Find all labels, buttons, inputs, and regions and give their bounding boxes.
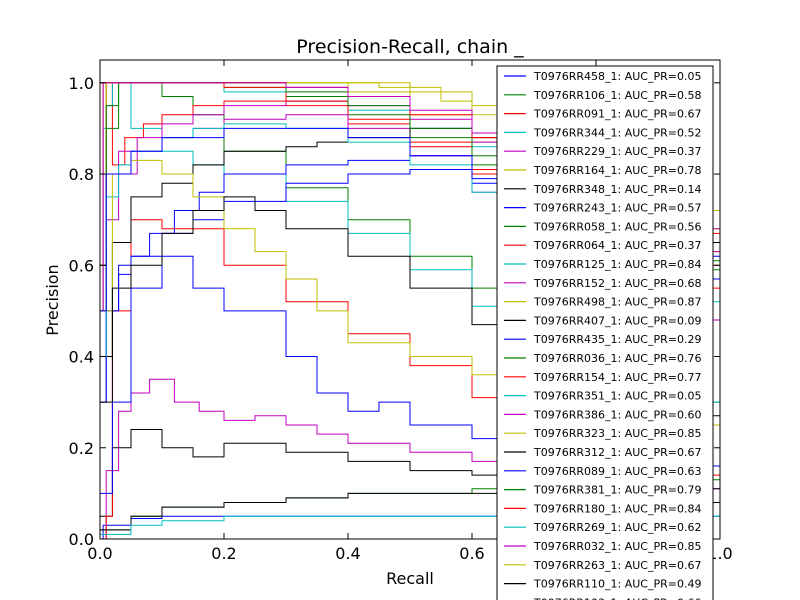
legend-entry: T0976RR152_1: AUC_PR=0.68 [533,277,701,290]
legend: T0976RR458_1: AUC_PR=0.05 T0976RR106_1: A… [496,65,714,600]
legend-entry: T0976RR312_1: AUC_PR=0.67 [533,446,701,459]
x-tick-label: 0.0 [87,544,112,563]
legend-frame [496,65,714,600]
legend-entry: T0976RR091_1: AUC_PR=0.67 [533,108,701,121]
legend-entry: T0976RR344_1: AUC_PR=0.52 [533,126,701,139]
legend-entry: T0976RR089_1: AUC_PR=0.63 [533,465,701,478]
legend-entry: T0976RR229_1: AUC_PR=0.37 [533,145,701,158]
legend-entry: T0976RR269_1: AUC_PR=0.62 [533,521,701,534]
legend-entry: T0976RR154_1: AUC_PR=0.77 [533,371,701,384]
legend-entry: T0976RR407_1: AUC_PR=0.09 [533,314,701,327]
legend-entry: T0976RR103_1: AUC_PR=0.66 [533,596,701,600]
legend-entry: T0976RR032_1: AUC_PR=0.85 [533,540,701,553]
chart-title: Precision-Recall, chain _ [296,36,524,58]
y-tick-label: 0.8 [69,165,94,184]
legend-entry: T0976RR164_1: AUC_PR=0.78 [533,164,701,177]
legend-entry: T0976RR263_1: AUC_PR=0.67 [533,559,701,572]
x-tick-label: 0.4 [335,544,360,563]
legend-entry: T0976RR458_1: AUC_PR=0.05 [533,70,701,83]
x-axis-label: Recall [386,569,434,588]
legend-entry: T0976RR435_1: AUC_PR=0.29 [533,333,701,346]
legend-items: T0976RR458_1: AUC_PR=0.05 T0976RR106_1: A… [504,70,701,600]
x-tick-label: 0.2 [211,544,236,563]
plot-frame [99,59,721,540]
y-tick-label: 0.6 [69,256,94,275]
legend-entry: T0976RR323_1: AUC_PR=0.85 [533,427,701,440]
x-tick-label: 0.6 [459,544,484,563]
y-tick-label: 0.0 [69,530,94,549]
legend-entry: T0976RR180_1: AUC_PR=0.84 [533,502,701,515]
legend-entry: T0976RR243_1: AUC_PR=0.57 [533,202,701,215]
legend-entry: T0976RR386_1: AUC_PR=0.60 [533,408,701,421]
legend-entry: T0976RR106_1: AUC_PR=0.58 [533,89,701,102]
legend-entry: T0976RR498_1: AUC_PR=0.87 [533,296,701,309]
y-axis-ticks: 0.0 0.2 0.4 0.6 0.8 1.0 [69,74,720,549]
legend-entry: T0976RR351_1: AUC_PR=0.05 [533,390,701,403]
x-tick-label: 1.0 [707,544,732,563]
legend-entry: T0976RR348_1: AUC_PR=0.14 [533,183,701,196]
y-axis-label: Precision [43,264,62,335]
legend-entry: T0976RR036_1: AUC_PR=0.76 [533,352,701,365]
legend-entry: T0976RR058_1: AUC_PR=0.56 [533,220,701,233]
legend-entry: T0976RR125_1: AUC_PR=0.84 [533,258,701,271]
legend-entry: T0976RR064_1: AUC_PR=0.37 [533,239,701,252]
y-tick-label: 1.0 [69,74,94,93]
y-tick-label: 0.4 [69,348,94,367]
legend-entry: T0976RR110_1: AUC_PR=0.49 [533,578,701,591]
y-tick-label: 0.2 [69,439,94,458]
legend-entry: T0976RR381_1: AUC_PR=0.79 [533,484,701,497]
